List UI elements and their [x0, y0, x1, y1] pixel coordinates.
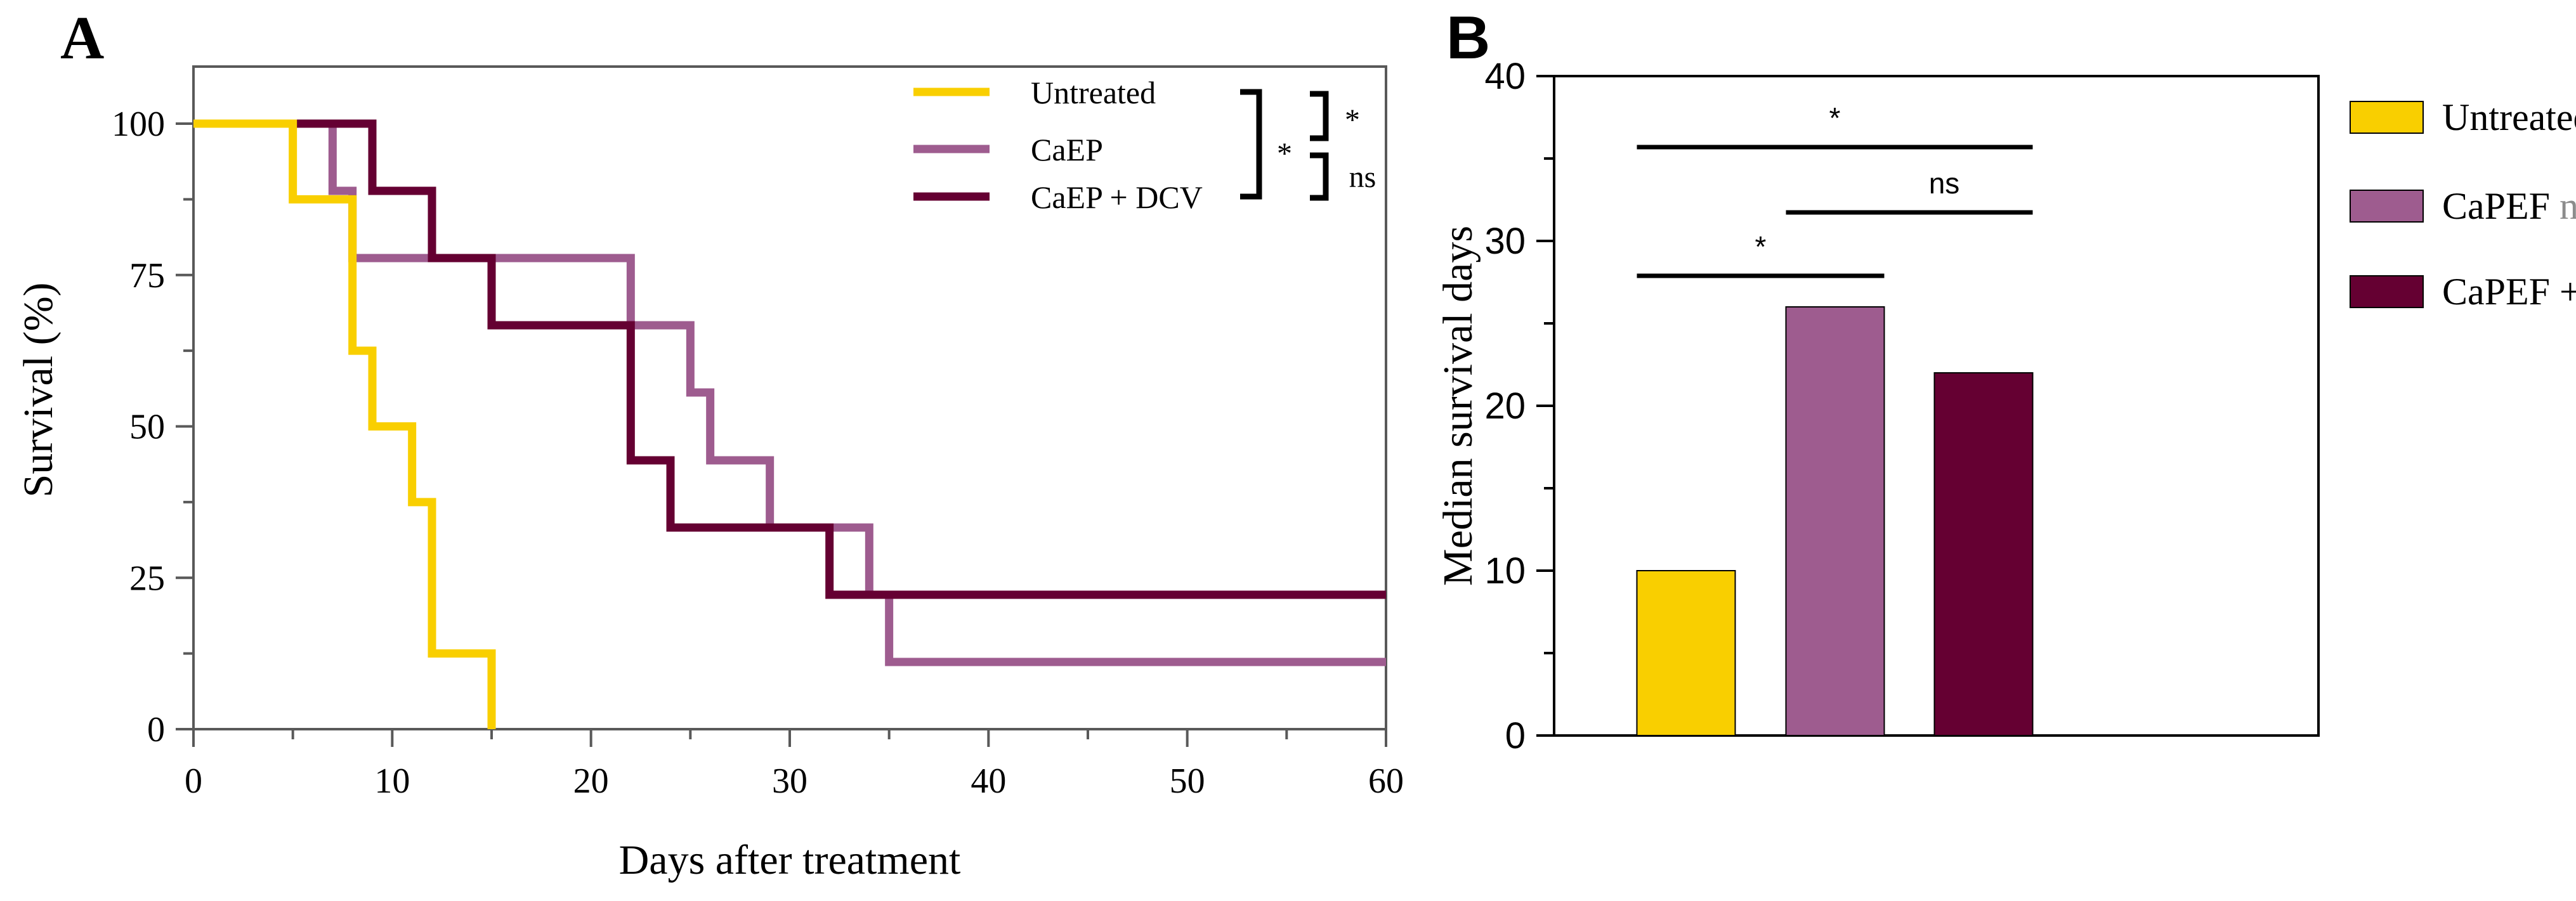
panel-label-b: B — [1446, 4, 1490, 72]
legend-label-caep: CaEP — [1031, 132, 1103, 167]
sig-label: * — [1829, 101, 1841, 134]
y-tick-label: 50 — [129, 408, 165, 447]
x-tick-label: 10 — [374, 762, 410, 801]
y-tick-label: 20 — [1484, 386, 1526, 427]
panel-b-axes: 0 10 20 30 40 — [1484, 56, 1554, 756]
legend-label: CaPEF + DCV n=9 — [2442, 271, 2576, 313]
bar-untreated — [1636, 570, 1736, 736]
bar-caep — [1785, 306, 1885, 736]
legend-label-caep-dcv: CaEP + DCV — [1031, 179, 1203, 215]
x-tick-label: 20 — [573, 762, 609, 801]
legend-label-untreated: Untreated — [1031, 75, 1156, 110]
panel-a-km-plot: A 0 10 20 30 40 50 60 0 25 50 75 100 Days after tre… — [15, 4, 1404, 883]
series-line-caep_dcv — [193, 119, 1386, 599]
panel-b-legend: Untreated n=8 CaPEF n=9 CaPEF + DCV n=9 — [2350, 96, 2576, 313]
panel-b-significance: * ns * — [1637, 101, 2033, 278]
y-tick-label: 10 — [1484, 550, 1526, 592]
panel-b-y-axis-label: Median survival days — [1435, 226, 1481, 586]
y-tick-label: 100 — [112, 105, 165, 144]
panel-a-significance — [1240, 89, 1329, 201]
x-tick-label: 60 — [1368, 762, 1404, 801]
x-tick-label: 30 — [772, 762, 807, 801]
legend-label: Untreated n=8 — [2442, 96, 2576, 138]
x-tick-label: 50 — [1170, 762, 1205, 801]
y-tick-label: 30 — [1484, 221, 1526, 262]
panel-b-bar-chart: B 0 10 20 30 40 * ns * Median survival days Un… — [1435, 4, 2576, 756]
y-tick-label: 40 — [1484, 56, 1526, 97]
x-tick-label: 0 — [185, 762, 202, 801]
legend-swatch-caep_dcv — [2350, 275, 2424, 308]
sig-label-untreated-vs-caep: * — [1345, 103, 1360, 137]
bracket-caep-vs-caep-dcv — [1310, 152, 1329, 201]
legend-swatch-caep — [2350, 190, 2424, 223]
panel-a-x-axis-label: Days after treatment — [619, 837, 961, 883]
sig-label-untreated-vs-caep-dcv: * — [1277, 137, 1292, 171]
panel-a-axes: 0 10 20 30 40 50 60 0 25 50 75 100 — [112, 105, 1404, 801]
bracket-untreated-vs-caep-dcv — [1240, 89, 1262, 200]
y-tick-label: 25 — [129, 559, 165, 598]
legend-n-label: n=9 — [2560, 185, 2576, 227]
panel-label-a: A — [60, 4, 104, 72]
y-tick-label: 0 — [1505, 715, 1526, 756]
panel-a-series — [193, 119, 1386, 729]
x-tick-label: 40 — [971, 762, 1006, 801]
panel-a-y-axis-label: Survival (%) — [15, 282, 62, 497]
y-tick-label: 75 — [129, 256, 165, 295]
y-tick-label: 0 — [147, 710, 165, 749]
sig-label-caep-vs-caep-dcv: ns — [1349, 160, 1376, 194]
panel-a-legend: Untreated CaEP CaEP + DCV — [913, 75, 1203, 215]
legend-swatch-untreated — [2350, 101, 2424, 134]
sig-label: ns — [1929, 167, 1960, 200]
panel-b-bars — [1636, 306, 2034, 736]
legend-label: CaPEF n=9 — [2442, 185, 2576, 227]
bracket-untreated-vs-caep — [1310, 91, 1329, 141]
bar-caep_dcv — [1933, 372, 2034, 736]
sig-label: * — [1755, 230, 1767, 263]
series-line-untreated — [193, 119, 496, 729]
